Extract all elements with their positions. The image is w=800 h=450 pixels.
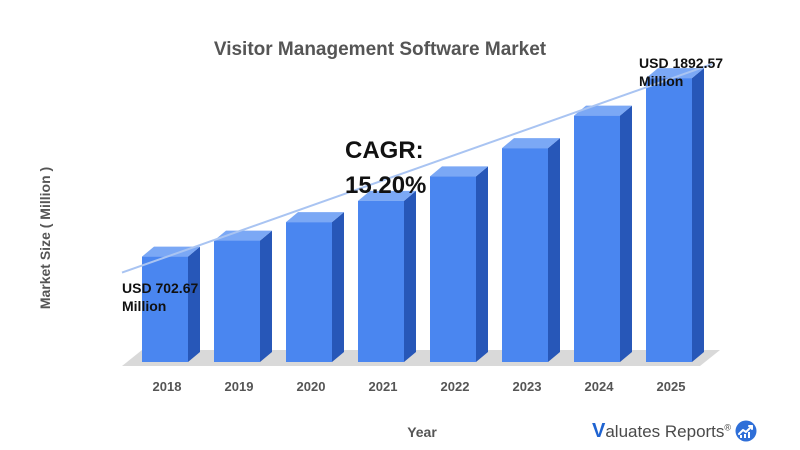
x-tick-2018: 2018 xyxy=(153,379,182,394)
bar-2022 xyxy=(430,166,488,362)
bar-2025 xyxy=(646,68,704,362)
chart-floor xyxy=(122,350,720,366)
x-tick-2025: 2025 xyxy=(657,379,686,394)
start-value-line2: Million xyxy=(122,298,166,314)
bar-side xyxy=(260,230,272,362)
cagr-label: CAGR: xyxy=(345,137,424,164)
x-tick-2021: 2021 xyxy=(369,379,398,394)
valuates-reports-logo: Valuates Reports® xyxy=(592,418,757,444)
bar-top xyxy=(286,212,344,223)
bar-top xyxy=(646,68,704,79)
end-value-line2: Million xyxy=(639,73,683,89)
bar-2020 xyxy=(286,212,344,362)
bar-top xyxy=(358,190,416,201)
bars xyxy=(142,68,704,362)
chart-title: Visitor Management Software Market xyxy=(214,39,547,60)
bar-top xyxy=(142,246,200,257)
bar-front xyxy=(358,200,404,362)
bar-side xyxy=(332,212,344,362)
bar-side xyxy=(692,68,704,362)
x-tick-2022: 2022 xyxy=(441,379,470,394)
x-tick-labels: 2018 2019 2020 2021 2022 2023 2024 2025 xyxy=(153,379,686,394)
bar-side xyxy=(188,246,200,362)
x-tick-2024: 2024 xyxy=(585,379,615,394)
cagr-value: 15.20% xyxy=(345,172,426,199)
bar-2018 xyxy=(142,246,200,362)
bar-top xyxy=(502,138,560,149)
bar-2019 xyxy=(214,230,272,362)
bar-front xyxy=(142,256,188,362)
x-tick-2019: 2019 xyxy=(225,379,254,394)
trend-line xyxy=(121,63,713,274)
bar-2024 xyxy=(574,105,632,362)
x-axis-label: Year xyxy=(407,424,437,440)
bar-front xyxy=(574,115,620,362)
bar-front xyxy=(430,176,476,362)
end-value-line1: USD 1892.57 xyxy=(639,55,723,71)
bar-2021 xyxy=(358,190,416,362)
bar-top xyxy=(214,230,272,241)
bar-2023 xyxy=(502,138,560,362)
bar-front xyxy=(646,78,692,362)
bar-side xyxy=(404,190,416,362)
bar-front xyxy=(502,148,548,362)
brand-registered: ® xyxy=(724,421,732,432)
bar-front xyxy=(286,222,332,362)
x-tick-2023: 2023 xyxy=(513,379,542,394)
bar-side xyxy=(476,166,488,362)
start-value-line1: USD 702.67 xyxy=(122,280,198,296)
y-axis-label: Market Size ( Million ) xyxy=(37,167,53,309)
brand-prefix: V xyxy=(592,419,606,442)
x-tick-2020: 2020 xyxy=(297,379,326,394)
bar-top xyxy=(430,166,488,177)
bar-front xyxy=(214,240,260,362)
chart-bubble-icon xyxy=(735,420,757,442)
bar-side xyxy=(548,138,560,362)
bar-side xyxy=(620,105,632,362)
brand-text: aluates Reports xyxy=(605,421,725,441)
